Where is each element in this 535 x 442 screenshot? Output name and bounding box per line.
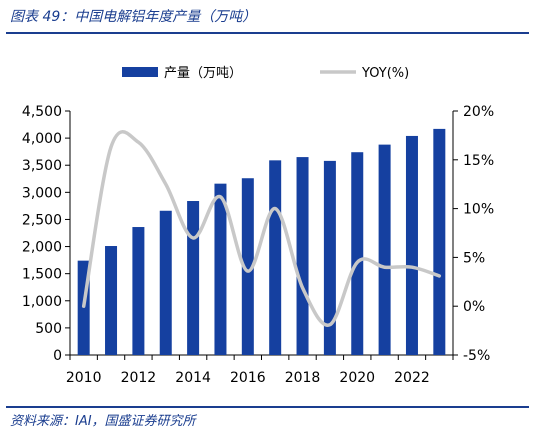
right-tick-label: 5% — [463, 250, 485, 266]
right-tick-label: 15% — [463, 153, 494, 169]
left-tick-label: 2,000 — [22, 240, 62, 256]
bar — [159, 210, 172, 355]
right-axis: -5% 0% 5% 10% 15% 20% — [452, 104, 494, 364]
bar — [433, 128, 446, 355]
left-tick-label: 2,500 — [22, 212, 62, 228]
x-axis: 2010 2012 2014 2016 2018 2020 2022 — [66, 354, 454, 386]
x-tick-label: 2020 — [339, 370, 375, 386]
source-note: 资料来源：IAI，国盛证券研究所 — [10, 414, 196, 429]
bar — [105, 246, 118, 355]
bar — [241, 178, 254, 355]
x-tick-label: 2018 — [285, 370, 321, 386]
right-tick-label: -5% — [463, 348, 490, 364]
left-tick-label: 4,000 — [22, 131, 62, 147]
left-axis: 0 500 1,000 1,500 2,000 2,500 3,000 3,500 4,000 4… — [22, 104, 71, 364]
left-tick-label: 3,500 — [22, 158, 62, 174]
x-tick-label: 2016 — [230, 370, 266, 386]
bar — [132, 227, 145, 355]
right-tick-label: 10% — [463, 202, 494, 218]
bar — [214, 183, 227, 355]
top-rule — [6, 32, 529, 34]
legend-bar-swatch — [122, 67, 158, 77]
figure-title: 图表 49：中国电解铝年度产量（万吨） — [10, 9, 257, 25]
bar — [296, 157, 309, 355]
bar — [269, 160, 282, 355]
x-tick-label: 2022 — [394, 370, 430, 386]
left-tick-label: 1,000 — [22, 294, 62, 310]
legend: 产量（万吨） YOY(%) — [122, 66, 409, 81]
bar — [351, 152, 364, 355]
left-tick-label: 1,500 — [22, 267, 62, 283]
bar — [405, 135, 418, 355]
x-tick-label: 2010 — [66, 370, 102, 386]
x-tick-label: 2014 — [175, 370, 211, 386]
legend-bar-label: 产量（万吨） — [164, 66, 242, 81]
left-tick-label: 4,500 — [22, 104, 62, 120]
bar — [378, 144, 391, 355]
bar — [187, 201, 200, 355]
yoy-line — [81, 130, 442, 327]
x-tick-label: 2012 — [121, 370, 157, 386]
bar — [323, 160, 336, 355]
right-tick-label: 20% — [463, 104, 494, 120]
yoy-series — [81, 130, 442, 327]
left-tick-label: 3,000 — [22, 185, 62, 201]
legend-line-label: YOY(%) — [361, 66, 409, 81]
left-tick-label: 0 — [53, 348, 62, 364]
left-tick-label: 500 — [35, 321, 62, 337]
right-tick-label: 0% — [463, 299, 485, 315]
bottom-rule — [6, 406, 529, 408]
